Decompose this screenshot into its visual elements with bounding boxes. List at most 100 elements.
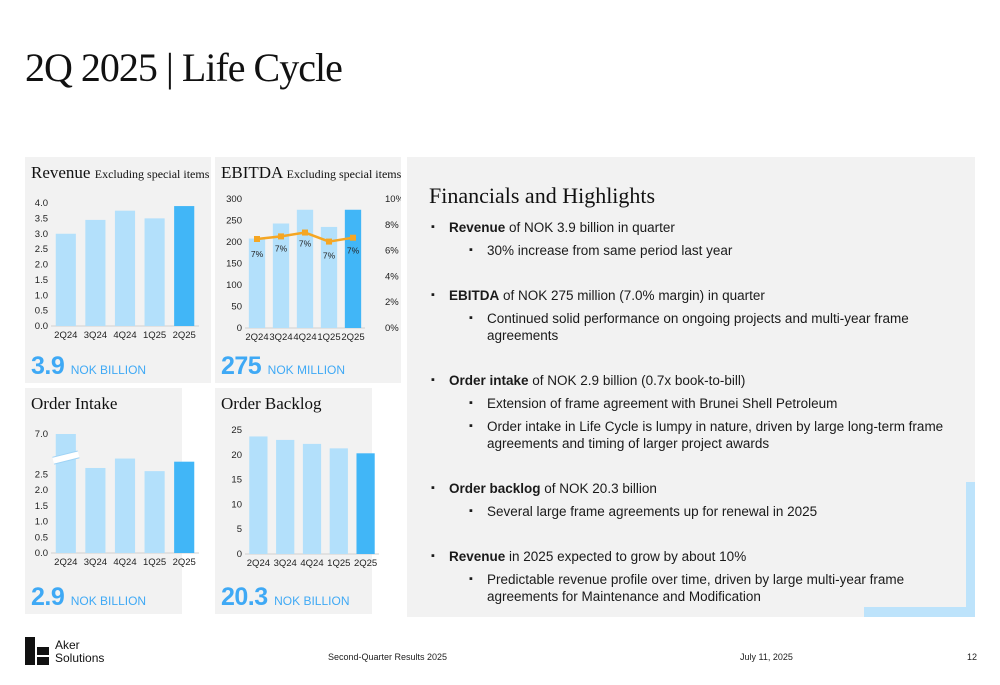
bar xyxy=(144,471,165,553)
bar xyxy=(320,226,338,328)
ebitda-kpi-unit: NOK MILLION xyxy=(267,363,346,377)
x-tick-label: 2Q25 xyxy=(354,558,377,569)
order-backlog-title: Order Backlog xyxy=(221,394,322,413)
x-tick-label: 4Q24 xyxy=(293,332,316,343)
bar xyxy=(55,233,76,326)
axis-break-line xyxy=(53,457,80,465)
bar xyxy=(296,209,314,328)
order-backlog-kpi: 20.3 NOK BILLION xyxy=(221,583,349,612)
x-tick-label: 4Q24 xyxy=(300,558,323,569)
order-intake-kpi-unit: NOK BILLION xyxy=(70,594,147,608)
y-tick-label: 20 xyxy=(231,450,242,461)
x-tick-label: 1Q25 xyxy=(327,558,350,569)
highlight-subitem: Predictable revenue profile over time, d… xyxy=(431,571,961,605)
highlight-text: in 2025 expected to grow by about 10% xyxy=(505,549,747,564)
footer-center: Second-Quarter Results 2025 xyxy=(328,652,448,662)
x-tick-label: 1Q25 xyxy=(143,330,166,341)
footer-page-number: 12 xyxy=(967,652,978,662)
bar xyxy=(114,458,136,553)
highlights-title: Financials and Highlights xyxy=(429,183,656,208)
x-tick-label: 4Q24 xyxy=(113,557,136,568)
logo-line-2: Solutions xyxy=(55,651,105,665)
y-tick-label: 1.5 xyxy=(35,501,48,512)
y-tick-label: 1.5 xyxy=(35,275,48,286)
y-tick-label: 4.0 xyxy=(35,198,48,209)
y-tick-label: 200 xyxy=(226,237,242,248)
highlight-text: of NOK 275 million (7.0% margin) in quar… xyxy=(499,288,765,303)
x-tick-label: 4Q24 xyxy=(113,330,136,341)
x-tick-label: 1Q25 xyxy=(143,557,166,568)
margin-point xyxy=(350,234,356,241)
revenue-chart: 0.0 0.5 1.0 1.5 2.0 2.5 3.0 3.5 4.0 2Q24 3Q24 4Q24 1… xyxy=(35,198,199,341)
bar xyxy=(85,219,106,326)
bar xyxy=(272,223,290,328)
order-intake-title: Order Intake xyxy=(31,394,118,413)
y-tick-label: 0.0 xyxy=(35,321,48,332)
footer-date: July 11, 2025 xyxy=(740,652,793,662)
x-tick-label: 2Q25 xyxy=(173,557,196,568)
y-tick-label: 15 xyxy=(231,475,242,486)
ebitda-kpi-value: 275 xyxy=(221,352,262,380)
x-tick-label: 3Q24 xyxy=(84,330,107,341)
logo-line-1: Aker xyxy=(55,638,80,652)
x-tick-label: 2Q24 xyxy=(247,558,270,569)
y-tick-label: 3.5 xyxy=(35,213,48,224)
x-tick-label: 2Q24 xyxy=(54,557,77,568)
highlight-subitem: Extension of frame agreement with Brunei… xyxy=(431,395,961,412)
y-tick-label: 1.0 xyxy=(35,517,48,528)
highlight-subitem: Order intake in Life Cycle is lumpy in n… xyxy=(431,418,961,452)
revenue-kpi: 3.9 NOK BILLION xyxy=(31,352,146,381)
y-tick-label: 5 xyxy=(237,524,242,535)
y2-tick-label: 10% xyxy=(385,194,401,205)
logo-mark-icon xyxy=(25,637,49,665)
x-tick-label: 2Q24 xyxy=(245,332,268,343)
margin-point xyxy=(254,235,260,242)
revenue-title-main: Revenue xyxy=(31,163,91,182)
y-tick-label: 2.5 xyxy=(35,469,48,480)
bar xyxy=(248,238,266,328)
y-tick-label: 2.5 xyxy=(35,244,48,255)
ebitda-title-main: EBITDA xyxy=(221,163,283,182)
order-backlog-kpi-value: 20.3 xyxy=(221,583,268,611)
margin-data-label: 7% xyxy=(323,251,336,261)
x-tick-label: 1Q25 xyxy=(317,332,340,343)
highlight-text: of NOK 20.3 billion xyxy=(540,481,657,496)
order-intake-kpi: 2.9 NOK BILLION xyxy=(31,583,146,612)
bar xyxy=(144,218,165,326)
bar xyxy=(344,209,362,328)
highlight-item: Revenue of NOK 3.9 billion in quarter xyxy=(431,219,961,236)
highlight-subitem: 30% increase from same period last year xyxy=(431,242,961,259)
y-tick-label: 7.0 xyxy=(35,429,48,440)
page-title: 2Q 2025 | Life Cycle xyxy=(25,45,343,90)
y-tick-label: 0 xyxy=(237,549,242,560)
x-tick-label: 3Q24 xyxy=(274,558,297,569)
y-tick-label: 250 xyxy=(226,216,242,227)
y-tick-label: 300 xyxy=(226,194,242,205)
y2-tick-label: 4% xyxy=(385,271,399,282)
y-tick-label: 2.0 xyxy=(35,485,48,496)
x-tick-label: 2Q25 xyxy=(173,330,196,341)
revenue-panel: Revenue Excluding special items 0.0 0.5 1.… xyxy=(25,157,211,383)
revenue-subtitle: Excluding special items xyxy=(94,167,210,181)
y-tick-label: 25 xyxy=(231,425,242,436)
bar xyxy=(276,439,295,554)
y-tick-label: 2.0 xyxy=(35,260,48,271)
y-tick-label: 0.5 xyxy=(35,306,48,317)
y-tick-label: 1.0 xyxy=(35,290,48,301)
highlights-list: Revenue of NOK 3.9 billion in quarter 30%… xyxy=(431,219,961,605)
bar xyxy=(302,443,322,554)
ebitda-title: EBITDA Excluding special items xyxy=(221,163,401,183)
y-tick-label: 100 xyxy=(226,280,242,291)
highlight-item: Revenue in 2025 expected to grow by abou… xyxy=(431,548,961,565)
margin-data-label: 7% xyxy=(299,239,312,249)
y2-tick-label: 2% xyxy=(385,297,399,308)
highlight-bold: Revenue xyxy=(449,549,506,564)
revenue-kpi-value: 3.9 xyxy=(31,352,65,380)
highlight-item: Order backlog of NOK 20.3 billion xyxy=(431,480,961,497)
order-intake-panel: Order Intake 0.0 0.5 1.0 1.5 2.0 2.5 7.0 2Q24 3Q… xyxy=(25,388,199,614)
ebitda-chart: 0 50 100 150 200 250 300 2Q24 3Q24 4Q24 1Q25 2Q25 0%… xyxy=(226,194,401,343)
highlight-subitem: Continued solid performance on ongoing p… xyxy=(431,310,961,344)
y2-tick-label: 8% xyxy=(385,220,399,231)
y-tick-label: 0.5 xyxy=(35,532,48,543)
bar xyxy=(85,467,106,553)
